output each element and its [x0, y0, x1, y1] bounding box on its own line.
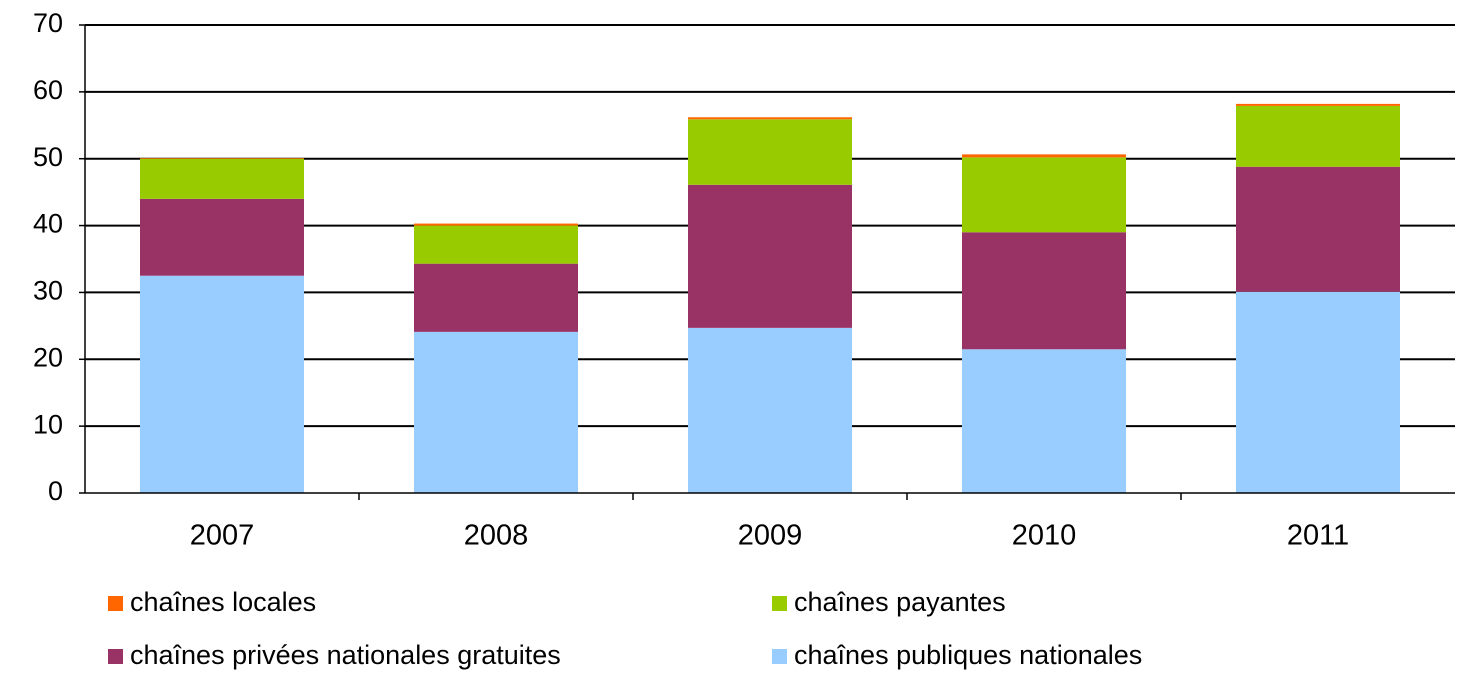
y-tick-label: 10: [33, 409, 63, 439]
bar-segment: [688, 184, 852, 328]
bar-segment: [140, 158, 304, 159]
bar-segment: [688, 119, 852, 185]
bar-segment: [1236, 291, 1400, 493]
x-tick-label: 2010: [1012, 520, 1077, 552]
legend-swatch: [108, 596, 123, 611]
y-tick-label: 20: [33, 342, 63, 372]
bar-segment: [414, 263, 578, 332]
x-tick-label: 2007: [190, 520, 255, 552]
bar-segment: [688, 117, 852, 120]
bar-segment: [688, 327, 852, 493]
x-tick-label: 2008: [464, 520, 529, 552]
y-tick-label: 50: [33, 142, 63, 172]
x-tick-label: 2011: [1287, 520, 1349, 552]
legend-swatch: [772, 596, 787, 611]
bar-segment: [1236, 105, 1400, 167]
y-tick-label: 40: [33, 209, 63, 239]
y-tick-label: 0: [48, 476, 63, 506]
bar-segment: [414, 223, 578, 226]
legend-label: chaînes payantes: [794, 587, 1006, 617]
bar-segment: [962, 232, 1126, 350]
bar-segment: [962, 349, 1126, 493]
bar-segment: [1236, 103, 1400, 106]
bar-segment: [1236, 166, 1400, 292]
y-tick-label: 30: [33, 276, 63, 306]
legend-swatch: [108, 649, 123, 664]
y-tick-label: 60: [33, 75, 63, 105]
bar-segment: [140, 158, 304, 199]
legend-swatch: [772, 649, 787, 664]
y-tick-label: 70: [33, 8, 63, 38]
x-tick-label: 2009: [738, 520, 803, 552]
legend-label: chaînes privées nationales gratuites: [130, 640, 561, 670]
bar-segment: [414, 225, 578, 264]
bar-segment: [140, 275, 304, 493]
legend-label: chaînes publiques nationales: [794, 640, 1142, 670]
bar-segment: [962, 154, 1126, 158]
bar-segment: [414, 331, 578, 493]
bar-segment: [140, 198, 304, 276]
legend-label: chaînes locales: [130, 587, 316, 617]
bar-segment: [962, 157, 1126, 233]
